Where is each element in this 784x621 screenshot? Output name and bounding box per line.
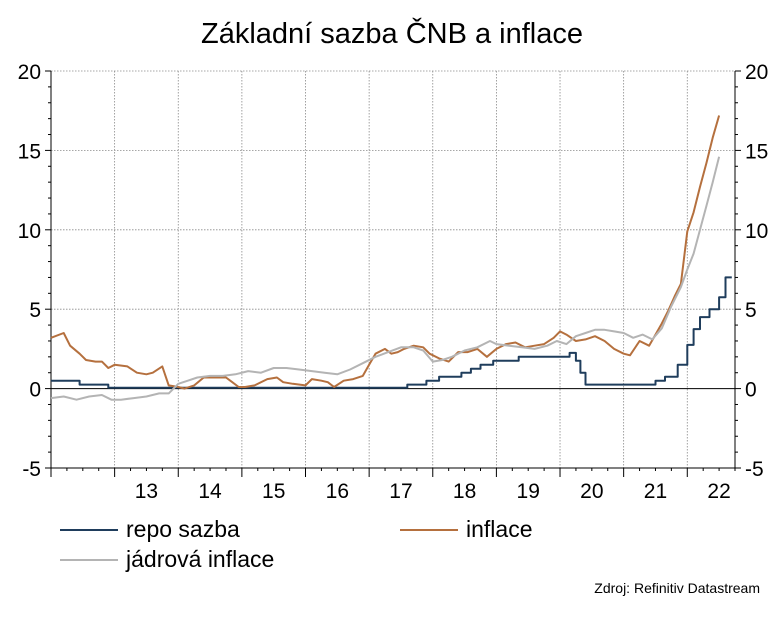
x-tick-label: 17 [389,480,412,503]
y-tick-label-right: 0 [745,379,757,402]
legend-swatch-repo-sazba [60,529,118,531]
legend-swatch-jadrova-inflace [60,559,118,561]
y-tick-label-left: 0 [29,379,41,402]
y-tick-label-left: 15 [18,140,41,163]
series-line-jadrova-inflace [50,156,721,401]
x-tick-label: 22 [707,480,730,503]
x-tick-label: 18 [453,480,476,503]
chart-title: Základní sazba ČNB a inflace [200,18,584,50]
x-tick-label: 13 [135,480,158,503]
legend-label-jadrova-inflace: jádrová inflace [126,546,275,572]
y-tick-label-right: 5 [745,299,757,322]
source-note: Zdroj: Refinitiv Datastream [594,580,760,596]
legend-label-repo-sazba: repo sazba [126,516,240,542]
y-tick-label-left: 10 [18,220,41,243]
y-tick-label-right: 20 [745,61,768,84]
x-tick-label: 19 [517,480,540,503]
x-tick-label: 16 [326,480,349,503]
x-tick-label: 14 [198,480,222,503]
y-tick-label-left: 5 [29,299,41,322]
y-tick-label-left: 20 [18,61,41,84]
series-line-repo-sazba [51,276,732,389]
y-tick-label-right: 15 [745,140,768,163]
x-tick-label: 20 [580,480,603,503]
x-tick-label: 15 [262,480,285,503]
legend-label-inflace: inflace [466,516,533,542]
y-tick-label-right: -5 [745,458,764,481]
x-tick-label: 21 [644,480,667,503]
legend-swatch-inflace [400,529,458,531]
y-tick-label-left: -5 [22,458,41,481]
y-tick-label-right: 10 [745,220,768,243]
series-line-inflace [50,115,721,390]
